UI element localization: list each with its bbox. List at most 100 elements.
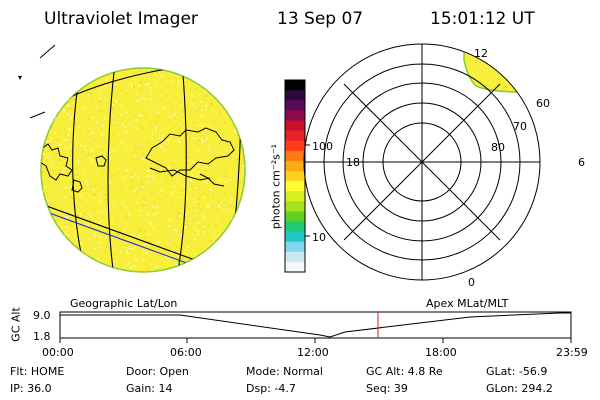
time-label: 15:01:12 UT [430,9,535,29]
glon-status: GLon: 294.2 [486,382,553,395]
speckle-pixel [150,93,152,96]
speckle-pixel [228,102,231,104]
speckle-pixel [136,93,139,96]
speckle-pixel [175,217,178,219]
speckle-pixel [52,249,55,251]
speckle-pixel [243,258,245,261]
speckle-pixel [186,269,188,271]
speckle-pixel [44,228,46,230]
speckle-pixel [96,106,98,108]
speckle-pixel [126,250,128,252]
speckle-pixel [135,99,138,102]
speckle-pixel [132,270,135,272]
speckle-pixel [93,185,96,187]
speckle-pixel [220,202,222,205]
speckle-pixel [52,77,55,79]
polar-mlat-mlt-plot [303,43,541,281]
speckle-pixel [85,226,87,228]
speckle-pixel [234,117,236,119]
speckle-pixel [199,266,201,268]
speckle-pixel [175,168,178,170]
speckle-pixel [127,169,129,172]
speckle-pixel [143,263,146,265]
speckle-pixel [117,120,120,122]
speckle-pixel [161,224,163,226]
speckle-pixel [141,114,143,117]
speckle-pixel [224,89,227,91]
speckle-pixel [119,207,122,209]
speckle-pixel [93,236,96,238]
speckle-pixel [43,186,45,189]
speckle-pixel [210,102,212,104]
speckle-pixel [182,73,185,76]
speckle-pixel [138,143,141,145]
colorbar-band [285,251,305,263]
colorbar-band [285,241,305,253]
speckle-pixel [148,269,150,271]
speckle-pixel [212,239,214,241]
speckle-pixel [234,116,237,118]
speckle-pixel [117,172,119,174]
speckle-pixel [123,229,125,231]
speckle-pixel [91,161,94,163]
speckle-pixel [78,79,81,82]
speckle-pixel [96,145,99,147]
speckle-pixel [228,95,230,98]
speckle-pixel [159,145,162,148]
speckle-pixel [116,217,118,220]
speckle-pixel [158,241,160,243]
speckle-pixel [46,105,49,107]
speckle-pixel [125,216,128,218]
mlt-label-12: 12 [474,47,488,60]
speckle-pixel [47,198,49,201]
speckle-pixel [99,71,102,74]
x-tick-1800: 18:00 [425,346,457,359]
speckle-pixel [71,150,73,152]
speckle-pixel [41,267,44,270]
speckle-pixel [125,112,127,114]
speckle-pixel [144,271,147,272]
speckle-pixel [151,133,154,136]
speckle-pixel [121,246,124,248]
speckle-pixel [47,218,50,220]
speckle-pixel [183,157,186,159]
speckle-pixel [152,170,154,173]
speckle-pixel [159,137,161,139]
speckle-pixel [174,171,177,174]
speckle-pixel [70,224,73,227]
colorbar-band [285,80,305,91]
speckle-pixel [145,252,148,255]
speckle-pixel [242,158,244,161]
speckle-pixel [92,150,94,152]
speckle-pixel [98,245,100,248]
speckle-pixel [152,249,155,252]
speckle-pixel [46,160,48,162]
speckle-pixel [98,68,101,70]
speckle-pixel [208,253,211,256]
speckle-pixel [138,114,141,116]
speckle-pixel [49,253,52,256]
speckle-pixel [160,94,162,97]
speckle-pixel [57,247,59,249]
speckle-pixel [65,216,68,218]
speckle-pixel [80,152,82,154]
speckle-pixel [131,86,133,88]
speckle-pixel [66,147,68,150]
gc-alt-axis-label: GC Alt [9,307,23,342]
speckle-pixel [60,264,63,266]
speckle-pixel [41,114,44,116]
speckle-pixel [129,186,132,188]
speckle-pixel [42,243,45,246]
speckle-pixel [125,169,128,172]
speckle-pixel [61,255,64,258]
speckle-pixel [83,268,85,270]
speckle-pixel [138,235,141,237]
speckle-pixel [131,175,133,178]
speckle-pixel [67,108,70,111]
speckle-pixel [205,143,208,146]
speckle-pixel [134,265,137,267]
colorbar-band [285,201,305,212]
speckle-pixel [46,177,49,180]
speckle-pixel [240,142,243,145]
speckle-pixel [149,87,151,89]
